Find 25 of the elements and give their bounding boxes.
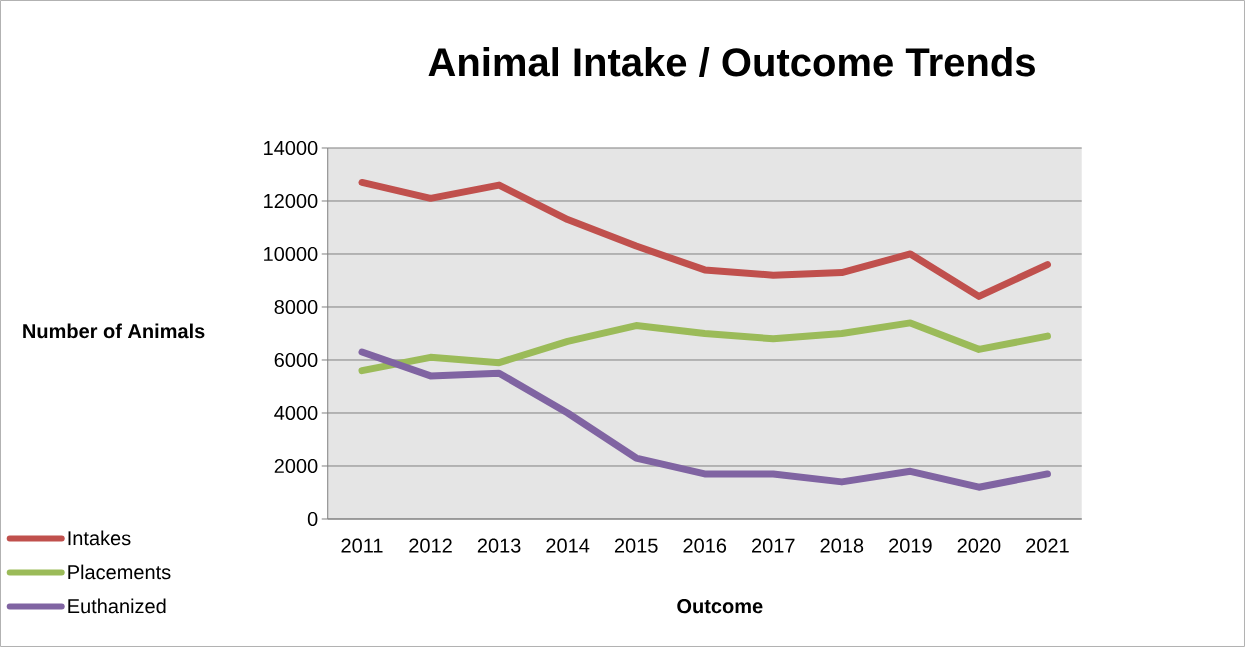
- legend-label: Euthanized: [68, 598, 166, 614]
- legend-label: Intakes: [68, 530, 131, 546]
- y-tick-label: 12000: [264, 193, 318, 209]
- x-tick-label: 2021: [1026, 538, 1069, 553]
- y-axis-title: Number of Animals: [23, 323, 205, 339]
- y-tick-label: 2000: [274, 458, 318, 474]
- y-tick-label: 8000: [274, 299, 318, 315]
- x-tick-label: 2020: [957, 538, 1001, 553]
- x-tick-label: 2011: [341, 538, 383, 553]
- chart-title: Animal Intake / Outcome Trends: [428, 47, 1035, 77]
- x-tick-label: 2013: [477, 538, 521, 553]
- y-tick-label: 0: [307, 511, 318, 527]
- x-tick-label: 2018: [820, 538, 864, 553]
- x-tick-label: 2015: [614, 538, 658, 553]
- x-tick-label: 2019: [889, 538, 932, 553]
- y-tick-label: 4000: [274, 405, 318, 421]
- x-axis-title: Outcome: [677, 599, 763, 614]
- x-tick-label: 2016: [683, 538, 727, 553]
- x-tick-label: 2017: [752, 538, 795, 553]
- y-tick-label: 10000: [264, 246, 318, 262]
- legend-label: Placements: [68, 564, 171, 580]
- x-tick-label: 2014: [546, 538, 590, 553]
- x-tick-label: 2012: [409, 538, 452, 553]
- y-tick-label: 6000: [274, 352, 318, 368]
- y-tick-label: 14000: [264, 140, 318, 156]
